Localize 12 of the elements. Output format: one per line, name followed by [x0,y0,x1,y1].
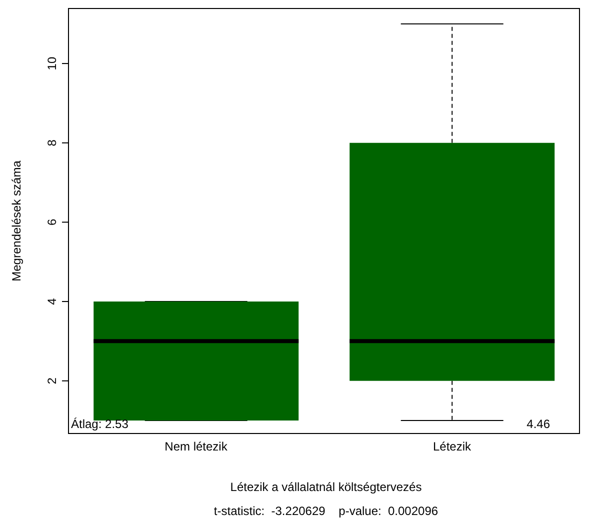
annotation: Átlag: 2.53 [71,417,128,431]
x-tick-label: Létezik [432,440,472,454]
y-axis-title: Megrendelések száma [9,160,24,282]
y-tick-label: 8 [45,139,59,146]
x-tick-label: Nem létezik [164,440,228,454]
annotation: 4.46 [526,417,550,431]
text: t-statistic: -3.220629 p-value: 0.002096 [212,504,440,518]
y-tick-label: 6 [45,218,59,226]
x-axis-title: Létezik a vállalatnál költségtervezés [229,480,423,494]
y-tick-label: 2 [45,377,59,384]
y-tick-label: 4 [45,298,59,305]
y-tick-label: 10 [45,56,59,70]
